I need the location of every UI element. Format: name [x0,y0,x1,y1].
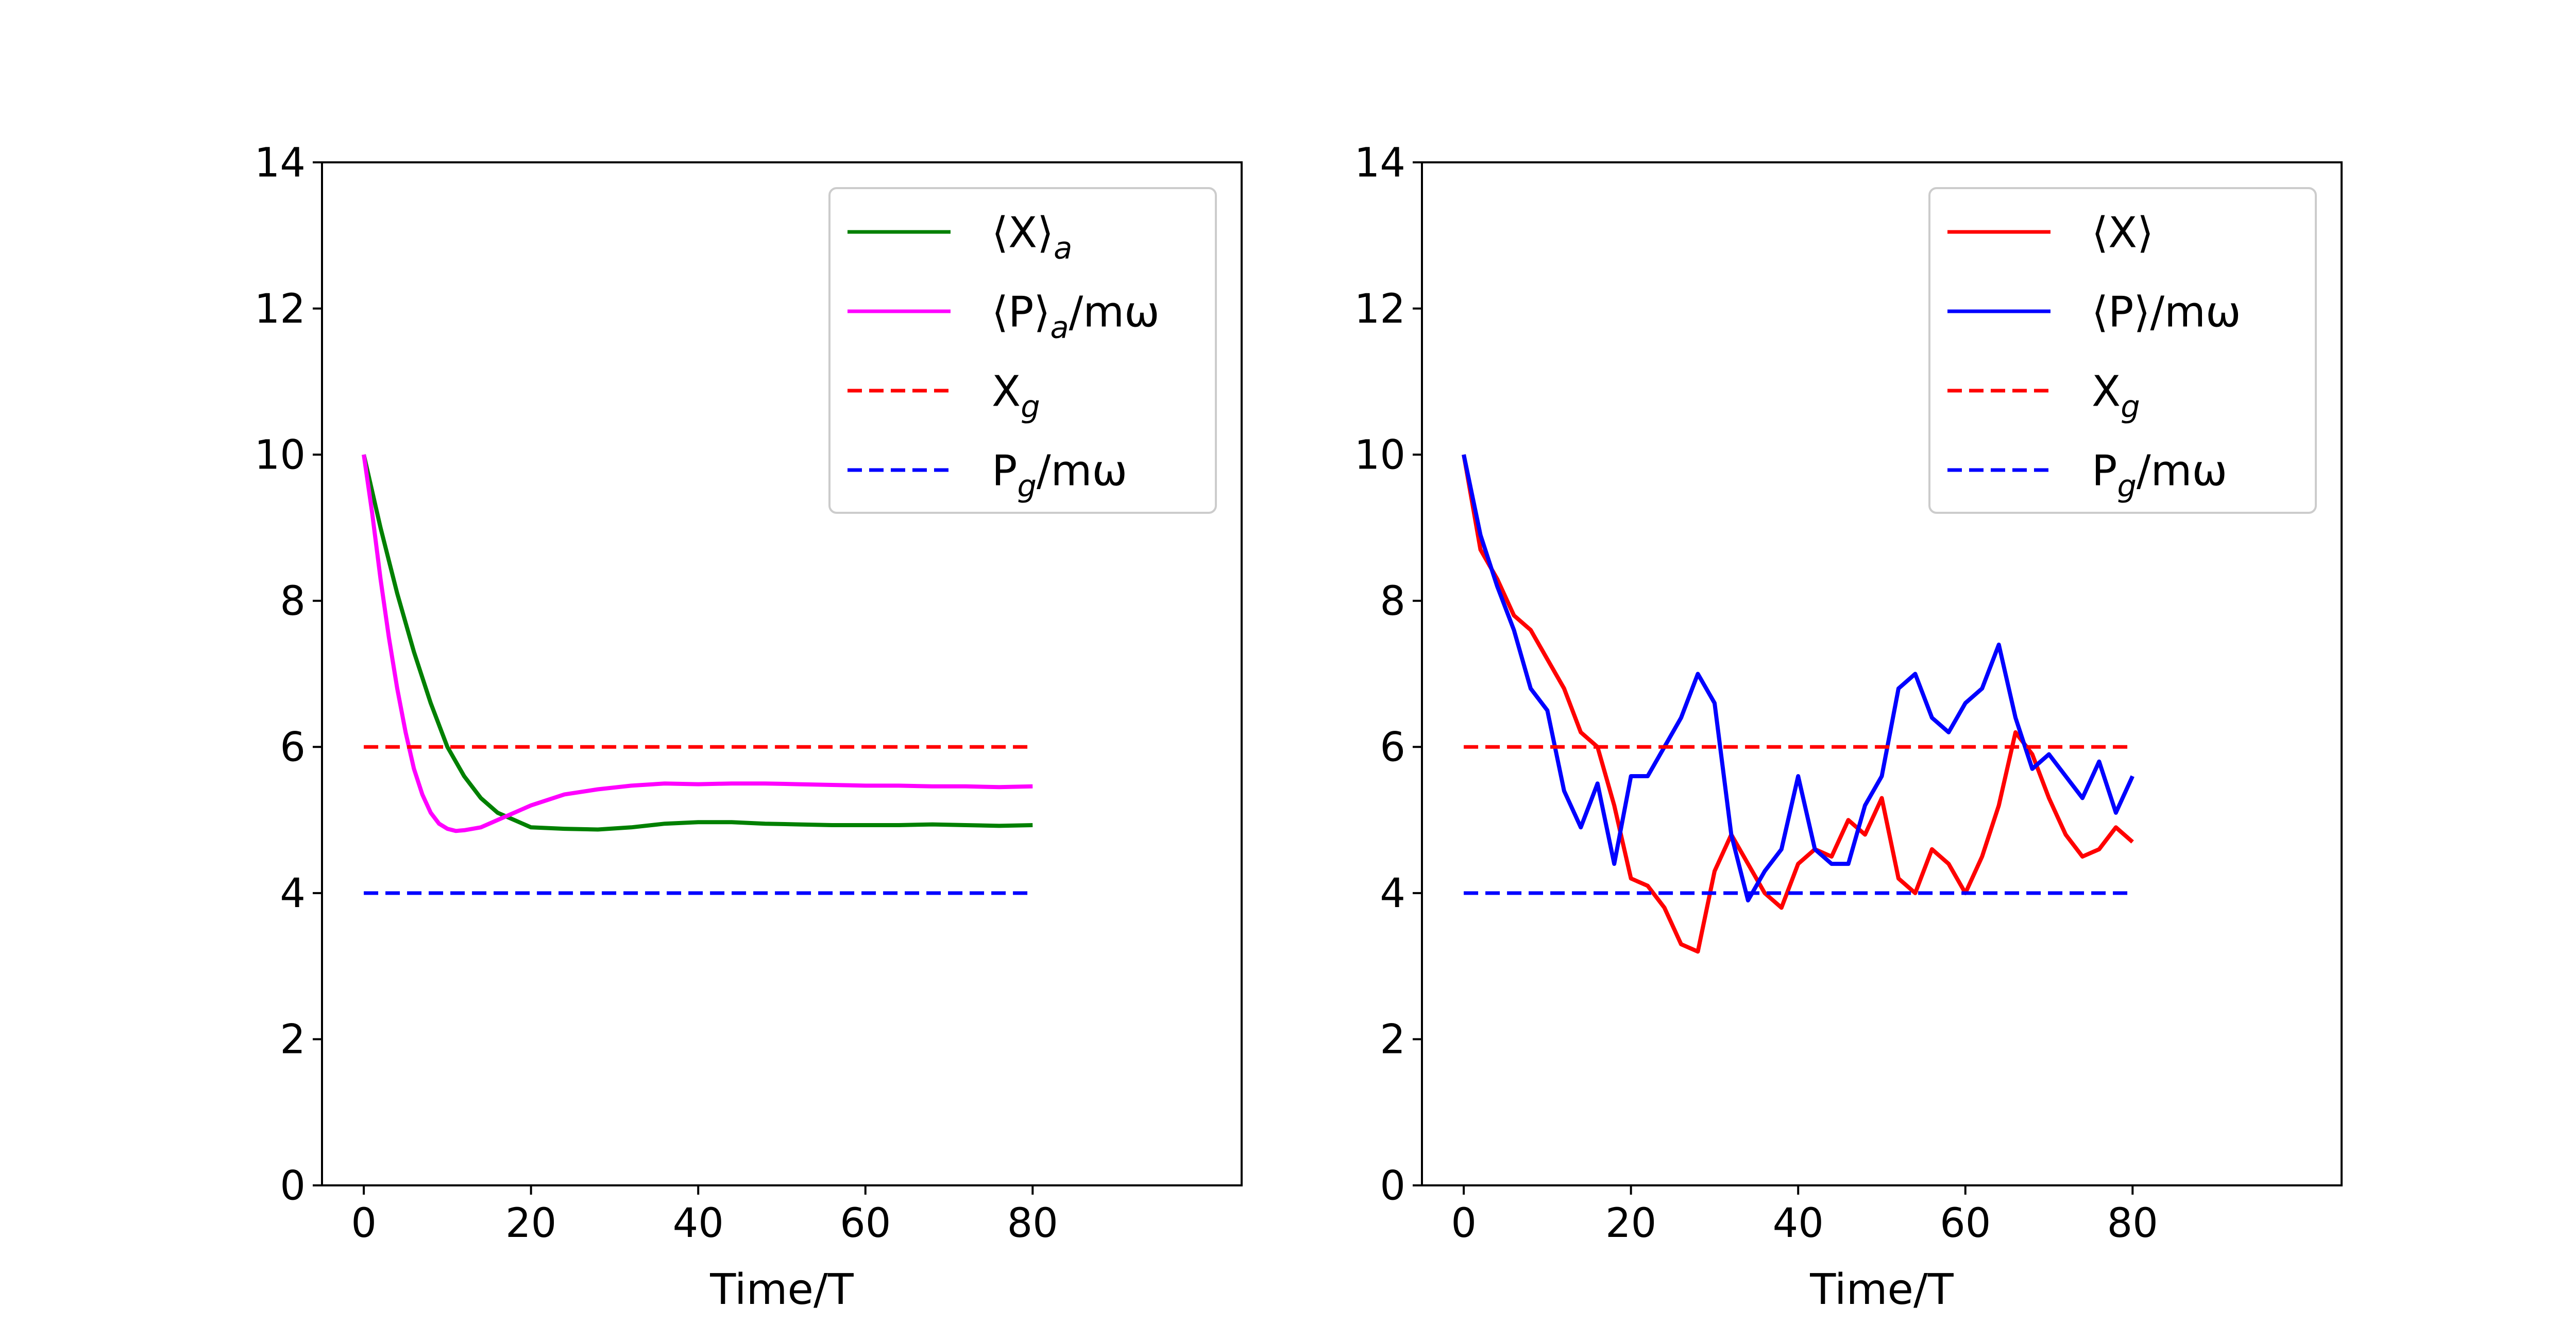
x-axis-label: Time/T [1809,1265,1954,1314]
y-tick-label: 0 [280,1163,306,1209]
x-tick-label: 80 [2107,1200,2158,1247]
legend-box [1928,187,2317,514]
y-tick-label: 12 [255,286,306,332]
x-tick-label: 40 [1773,1200,1824,1247]
x-tick-label: 40 [673,1200,724,1247]
y-tick-label: 14 [255,140,306,186]
y-tick-label: 0 [1380,1163,1405,1209]
series-line-0 [362,454,1033,832]
legend-label-3: Pg/mω [2092,447,2227,504]
y-tick-label: 6 [280,725,306,771]
y-tick-label: 10 [255,432,306,478]
y-tick-label: 8 [280,578,306,625]
legend-label-main: ⟨P⟩ [992,288,1050,337]
legend-label-3: Pg/mω [992,447,1127,504]
x-axis-label: Time/T [709,1265,854,1314]
legend-label-subscript: g [1017,468,1036,504]
legend-label-main: ⟨P⟩ [2092,288,2150,337]
x-tick-label: 60 [1940,1200,1991,1247]
legend-label-subscript: g [2117,468,2136,504]
legend-label-subscript: a [1054,230,1072,266]
legend-label-tail: /mω [1037,447,1127,496]
x-tick-label: 0 [351,1200,377,1247]
y-tick-label: 6 [1380,725,1405,771]
legend-label-main: X [992,367,1021,416]
legend-label-main: X [2092,367,2121,416]
legend-label-main: ⟨X⟩ [2092,209,2154,258]
y-tick-label: 2 [280,1017,306,1063]
legend-box [828,187,1217,514]
y-tick-label: 4 [1380,870,1405,917]
legend-label-1: ⟨P⟩a/mω [992,288,1160,345]
legend-label-tail: /mω [2150,288,2241,337]
x-tick-label: 60 [840,1200,891,1247]
legend-label-1: ⟨P⟩/mω [2092,288,2241,337]
y-tick-label: 10 [1354,432,1405,478]
y-tick-label: 14 [1354,140,1405,186]
x-tick-label: 20 [1605,1200,1656,1247]
x-tick-label: 0 [1451,1200,1477,1247]
legend-label-0: ⟨X⟩ [2092,209,2154,258]
legend-label-0: ⟨X⟩a [992,209,1072,266]
legend-label-tail: /mω [2137,447,2227,496]
legend-label-tail: /mω [1069,288,1160,337]
y-tick-label: 2 [1380,1017,1405,1063]
series-line-1 [362,454,1033,833]
legend-label-main: P [992,447,1017,496]
series-line-1 [1462,454,2134,902]
legend-label-subscript: g [2121,389,2140,425]
plot-frame [1421,161,2343,1186]
x-tick-label: 20 [505,1200,556,1247]
legend-label-subscript: g [1021,389,1040,425]
legend-label-main: ⟨X⟩ [992,209,1054,258]
legend-label-2: Xg [992,367,1040,425]
y-tick-label: 8 [1380,578,1405,625]
legend-label-2: Xg [2092,367,2140,425]
x-tick-label: 80 [1007,1200,1058,1247]
legend-label-main: P [2092,447,2117,496]
plot-frame [321,161,1243,1186]
y-tick-label: 4 [280,870,306,917]
legend-label-subscript: a [1050,310,1069,345]
y-tick-label: 12 [1354,286,1405,332]
